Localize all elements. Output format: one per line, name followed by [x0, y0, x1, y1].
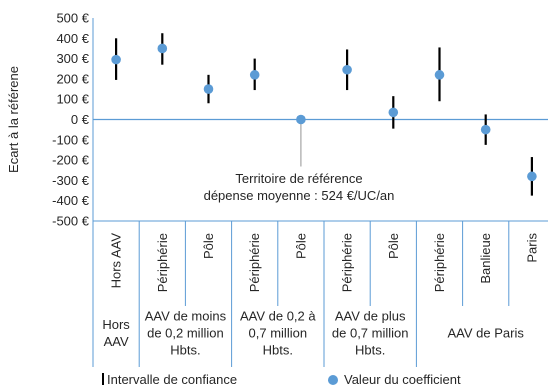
legend-errorbar-marker — [102, 373, 104, 385]
legend-coef-label: Valeur du coefficient — [344, 372, 461, 387]
annotation-text: dépense moyenne : 524 €/UC/an — [204, 188, 395, 203]
category-label: Banlieue — [478, 233, 493, 284]
group-label: de 0,2 million — [147, 326, 224, 341]
y-tick-label: -300 € — [52, 173, 90, 188]
legend-dot-marker — [328, 374, 338, 385]
y-tick-label: 100 € — [56, 92, 89, 107]
y-tick-label: -500 € — [52, 214, 90, 229]
category-label: Pôle — [386, 233, 401, 259]
annotation-text: Territoire de référence — [235, 171, 362, 186]
category-label: Périphérie — [432, 233, 447, 292]
coefficient-point — [342, 64, 352, 75]
category-label: Périphérie — [247, 233, 262, 292]
group-label: AAV de 0,2 à — [240, 309, 316, 324]
coefficient-point — [296, 114, 306, 125]
coefficient-point — [111, 54, 121, 65]
coefficient-point — [388, 107, 399, 118]
y-tick-label: 400 € — [56, 31, 89, 46]
group-label: AAV de plus — [335, 309, 406, 324]
y-axis-title: Ecart à la référene — [6, 66, 21, 173]
y-tick-label: 0 € — [71, 112, 90, 127]
y-tick-label: 300 € — [56, 51, 89, 66]
category-label: Paris — [524, 233, 539, 263]
group-label: 0,7 million — [249, 326, 308, 341]
coefficient-point — [527, 171, 537, 182]
coefficient-point — [434, 70, 445, 80]
group-label: de 0,7 million — [332, 326, 409, 341]
category-label: Hors AAV — [109, 233, 124, 289]
legend-confidence-interval: Intervalle de confiance — [102, 372, 237, 387]
coefficient-point — [203, 84, 214, 94]
group-label: Hbts. — [355, 343, 385, 358]
y-tick-label: -400 € — [52, 193, 90, 208]
y-tick-label: 500 € — [56, 11, 89, 26]
annotation-box — [186, 166, 412, 209]
coefficient-point — [157, 43, 168, 54]
y-tick-label: -100 € — [52, 132, 90, 147]
category-label: Pôle — [293, 233, 308, 259]
group-label: Hbts. — [263, 343, 293, 358]
category-label: Pôle — [201, 233, 216, 259]
category-label: Périphérie — [155, 233, 170, 292]
coefficient-point — [480, 124, 491, 135]
group-label: AAV — [104, 334, 129, 349]
y-tick-label: -200 € — [52, 153, 90, 168]
y-tick-label: 200 € — [56, 71, 89, 86]
category-label: Périphérie — [340, 233, 355, 292]
coefficient-point — [249, 70, 260, 80]
legend-coefficient: Valeur du coefficient — [328, 372, 461, 387]
group-label: AAV de moins — [145, 309, 227, 324]
group-label: AAV de Paris — [448, 326, 525, 341]
group-label: Hbts. — [170, 343, 200, 358]
legend-ci-label: Intervalle de confiance — [107, 372, 238, 387]
group-label: Hors — [102, 317, 130, 332]
